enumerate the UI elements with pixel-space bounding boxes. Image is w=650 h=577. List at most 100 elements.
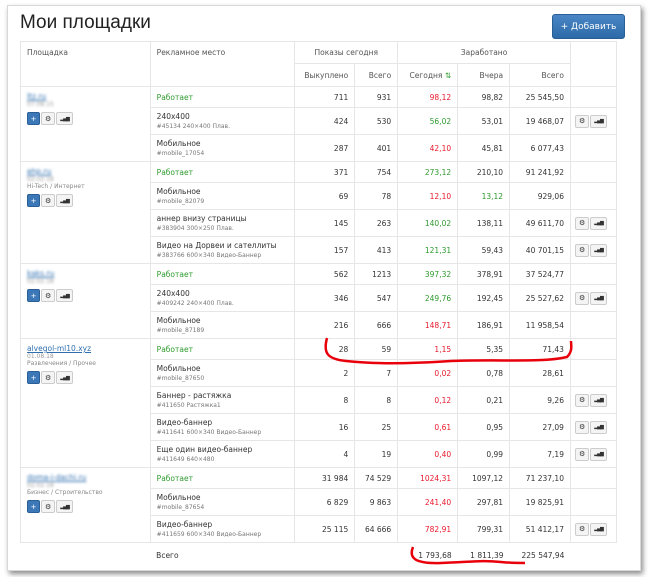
site-link[interactable]: alvegol-ml10.xyz [27,344,92,353]
ad-place-cell: Видео-баннер #411659 600×340 Видео-Баннер [149,515,296,543]
stats-button[interactable]: ▂▄▆ [56,194,73,207]
ad-place-cell: Баннер - растяжка #411650 Растяжка1 [149,386,296,414]
total-row: Всего 1 793,68 1 811,39 225 547,94 [21,543,617,568]
stats-button[interactable]: ▂▄▆ [590,243,607,257]
site-link[interactable]: kaks.ru [27,269,55,278]
site-category: Развлечения / Прочее [27,360,96,367]
ad-place-name: Мобильное [156,316,201,325]
gear-icon: ⚙ [45,196,52,205]
stats-button[interactable]: ▂▄▆ [590,447,607,461]
stats-button[interactable]: ▂▄▆ [590,420,607,434]
settings-button[interactable]: ⚙ [574,291,590,305]
site-date: 02.02.18 [27,278,54,285]
settings-button[interactable]: ⚙ [41,194,56,207]
site-cell: kaks.ru 02.02.18 + ⚙ ▂▄▆ [20,263,151,339]
ad-place-cell: Еще один видео-баннер #411649 640×480 [149,440,296,468]
ad-place-row: Мобильное #mobile_87654 6 829 9 863 241,4… [21,488,618,516]
bar-chart-icon: ▂▄▆ [60,197,69,204]
row-actions: ⚙ ▂▄▆ [574,243,612,257]
ad-place-name: Видео-баннер [156,418,213,427]
bar-chart-icon: ▂▄▆ [594,424,603,430]
stats-button[interactable]: ▂▄▆ [56,289,73,302]
header-yesterday[interactable]: Вчера [457,63,511,87]
settings-button[interactable]: ⚙ [574,420,590,434]
earned-total: 19 468,07 [509,107,571,135]
gear-icon: ⚙ [578,450,586,458]
settings-button[interactable]: ⚙ [574,243,590,257]
settings-button[interactable]: ⚙ [574,447,590,461]
add-place-button[interactable]: + [27,112,40,125]
shows-total: 25 [354,413,399,441]
earned-yesterday: 5,35 [457,338,511,360]
header-today[interactable]: Сегодня ⇅ [397,63,459,87]
stats-button[interactable]: ▂▄▆ [590,114,607,128]
add-place-button[interactable]: + [27,371,40,384]
ad-place-cell: Видео-баннер #411641 600×340 Видео-Баннер [149,413,296,441]
total-yesterday: 1 811,39 [470,550,504,560]
site-link[interactable]: ehp.ru [27,167,52,176]
settings-button[interactable]: ⚙ [41,289,56,302]
shows-total: 78 [354,182,399,210]
gear-icon: ⚙ [45,373,52,382]
row-actions: ⚙ ▂▄▆ [574,291,612,305]
header-total[interactable]: Всего [354,63,399,87]
site-cell: ehp.ru 02.02.18 Hi-Tech / Интернет + ⚙ ▂▄▆ [20,161,151,264]
header-bought[interactable]: Выкуплено [294,63,356,87]
site-link[interactable]: doma-i-dachi.ru [27,473,87,482]
stats-button[interactable]: ▂▄▆ [590,291,607,305]
ad-place-cell: 240x400 #45134 240×400 Плав. [149,107,296,135]
ad-place-code: #411641 600×340 Видео-Баннер [156,429,262,436]
sort-icon[interactable]: ⇅ [444,70,452,80]
header-earned-total[interactable]: Всего [509,63,571,87]
ad-place-name: Видео на Дорвеи и сателлиты [156,241,277,250]
earned-total: 9,26 [509,386,571,414]
total-label: Всего [156,550,179,560]
shows-total: 401 [354,134,399,162]
gear-icon: ⚙ [578,219,586,227]
gear-icon: ⚙ [578,246,586,254]
add-site-button[interactable]: + Добавить [552,14,625,39]
stats-button[interactable]: ▂▄▆ [590,522,607,536]
earned-today: 121,31 [397,236,459,264]
stats-button[interactable]: ▂▄▆ [56,371,73,384]
row-actions: + ⚙ ▂▄▆ [27,112,144,125]
earned-total: 7,19 [509,440,571,468]
ad-place-cell: Мобильное #mobile_87189 [149,311,296,339]
ad-place-code: #45134 240×400 Плав. [156,123,230,130]
ad-place-cell: Мобильное #mobile_87650 [149,359,296,387]
add-place-button[interactable]: + [27,289,40,302]
header-earned: Заработано [397,41,571,64]
site-row: ehp.ru 02.02.18 Hi-Tech / Интернет + ⚙ ▂▄▆… [20,161,618,264]
ad-place-code: #411659 600×340 Видео-Баннер [156,531,262,538]
bought: 25 115 [294,515,356,543]
earned-yesterday: 0,21 [457,386,511,414]
settings-button[interactable]: ⚙ [41,112,56,125]
settings-button[interactable]: ⚙ [574,393,590,407]
earned-yesterday: 0,95 [457,413,511,441]
add-place-button[interactable]: + [27,500,40,513]
earned-total: 28,61 [509,359,571,387]
settings-button[interactable]: ⚙ [574,522,590,536]
header-shows: Показы сегодня [294,41,399,64]
stats-button[interactable]: ▂▄▆ [590,393,607,407]
earned-yesterday: 0,99 [457,440,511,468]
stats-button[interactable]: ▂▄▆ [590,216,607,230]
ad-place-name: Мобильное [156,364,201,373]
ad-place-code: #mobile_87650 [156,375,205,382]
site-link[interactable]: ltz.ru [27,92,47,101]
ad-place-name: Еще один видео-баннер [156,445,253,454]
ad-place-code: #mobile_87654 [156,504,205,511]
add-place-button[interactable]: + [27,194,40,207]
settings-button[interactable]: ⚙ [574,114,590,128]
settings-button[interactable]: ⚙ [41,500,56,513]
ad-place-row: Мобильное #mobile_87650 2 7 0,02 0,78 28,… [21,359,618,387]
bar-chart-icon: ▂▄▆ [594,451,603,457]
earned-yesterday: 297,81 [457,488,511,516]
stats-button[interactable]: ▂▄▆ [56,112,73,125]
settings-button[interactable]: ⚙ [41,371,56,384]
total-sum: 225 547,94 [521,550,565,560]
earned-yesterday: 186,91 [457,311,511,339]
stats-button[interactable]: ▂▄▆ [56,500,73,513]
settings-button[interactable]: ⚙ [574,216,590,230]
ad-place-cell: Мобильное #mobile_87654 [149,488,296,516]
